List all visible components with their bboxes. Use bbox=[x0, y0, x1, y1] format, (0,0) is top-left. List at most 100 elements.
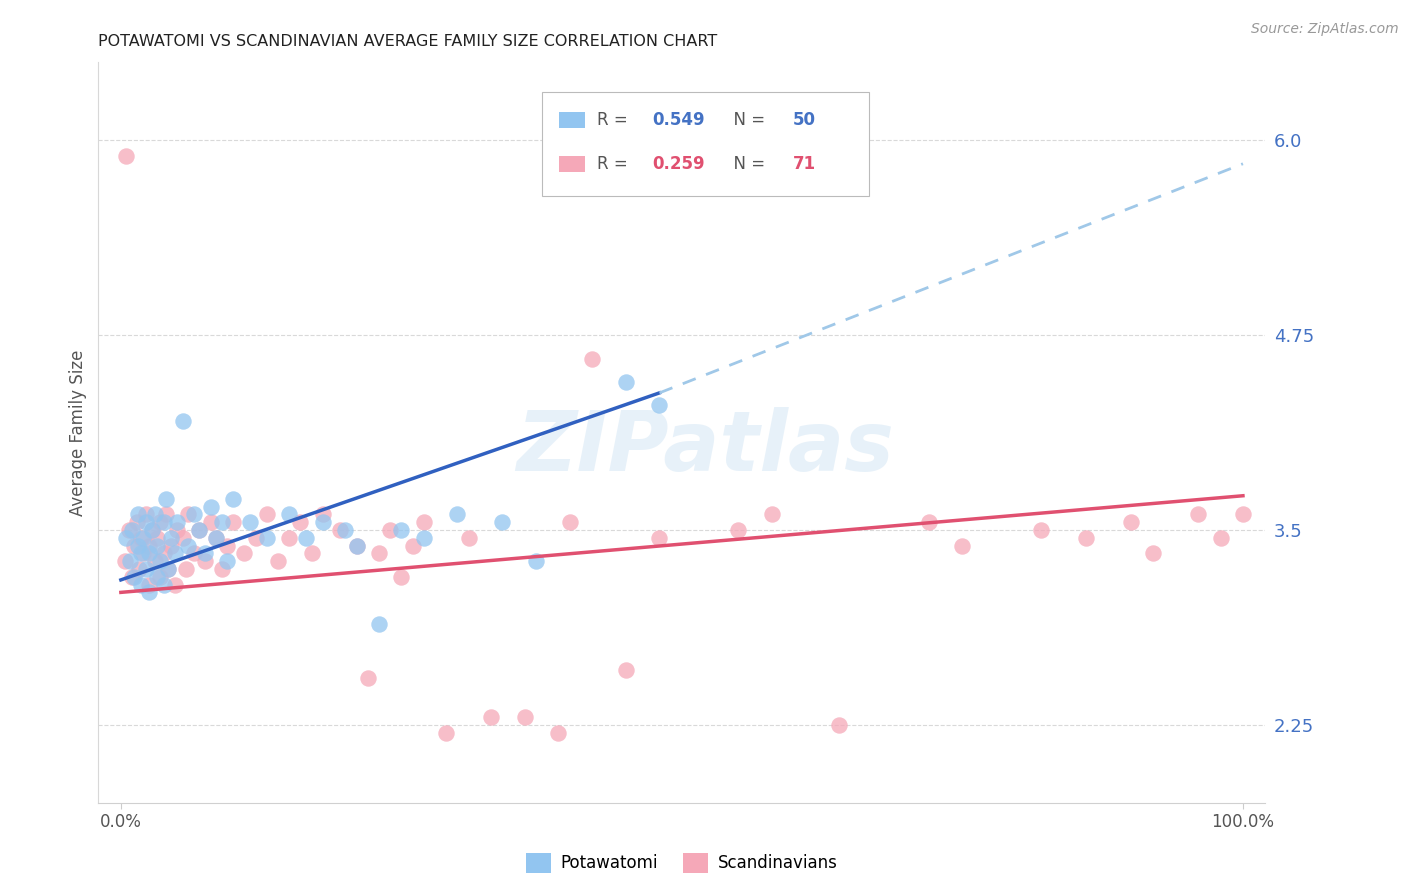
Point bbox=[156, 562, 179, 576]
Text: POTAWATOMI VS SCANDINAVIAN AVERAGE FAMILY SIZE CORRELATION CHART: POTAWATOMI VS SCANDINAVIAN AVERAGE FAMIL… bbox=[98, 34, 717, 49]
Point bbox=[828, 718, 851, 732]
Point bbox=[124, 570, 146, 584]
Point bbox=[118, 554, 141, 568]
Point bbox=[155, 491, 177, 506]
Point bbox=[357, 671, 380, 685]
Point bbox=[129, 577, 152, 591]
Point bbox=[143, 554, 166, 568]
Point bbox=[727, 523, 749, 537]
Point bbox=[1074, 531, 1097, 545]
FancyBboxPatch shape bbox=[560, 156, 585, 172]
Point bbox=[295, 531, 318, 545]
Point bbox=[163, 577, 186, 591]
Point bbox=[166, 515, 188, 529]
Point bbox=[155, 508, 177, 522]
Point bbox=[479, 710, 502, 724]
Point bbox=[146, 539, 169, 553]
Text: ZIPatlas: ZIPatlas bbox=[516, 407, 894, 488]
Point bbox=[149, 570, 172, 584]
Point bbox=[200, 500, 222, 514]
Point bbox=[183, 546, 205, 560]
Point bbox=[648, 531, 671, 545]
Point bbox=[177, 508, 200, 522]
Point bbox=[412, 531, 434, 545]
Point bbox=[163, 546, 186, 560]
Point bbox=[194, 554, 217, 568]
Point bbox=[457, 531, 479, 545]
Point bbox=[128, 562, 150, 576]
Point bbox=[245, 531, 267, 545]
Point bbox=[211, 562, 233, 576]
Point bbox=[132, 546, 155, 560]
Point bbox=[256, 508, 278, 522]
Point bbox=[138, 539, 160, 553]
Text: Source: ZipAtlas.com: Source: ZipAtlas.com bbox=[1251, 22, 1399, 37]
Point bbox=[256, 531, 278, 545]
Point bbox=[378, 523, 402, 537]
Point bbox=[205, 531, 228, 545]
Point bbox=[446, 508, 468, 522]
Point bbox=[172, 414, 194, 428]
Point bbox=[312, 508, 335, 522]
Point bbox=[233, 546, 256, 560]
Point bbox=[152, 546, 174, 560]
Point bbox=[1209, 531, 1232, 545]
Point bbox=[172, 531, 194, 545]
Point bbox=[1232, 508, 1254, 522]
Point bbox=[513, 710, 536, 724]
Point bbox=[1119, 515, 1142, 529]
Point bbox=[138, 585, 160, 599]
Point bbox=[115, 531, 138, 545]
Point bbox=[389, 523, 412, 537]
Point bbox=[114, 554, 136, 568]
Point bbox=[918, 515, 941, 529]
Point bbox=[188, 523, 211, 537]
Point bbox=[581, 351, 603, 366]
Point bbox=[132, 531, 155, 545]
Point bbox=[614, 663, 637, 677]
Point bbox=[614, 375, 637, 389]
Point bbox=[127, 508, 149, 522]
Point bbox=[118, 523, 141, 537]
Point bbox=[135, 508, 157, 522]
Point bbox=[152, 515, 174, 529]
Point bbox=[174, 562, 197, 576]
Point bbox=[125, 515, 148, 529]
Point bbox=[127, 539, 149, 553]
Point bbox=[278, 531, 301, 545]
Point bbox=[138, 546, 160, 560]
Point bbox=[524, 554, 547, 568]
Point bbox=[290, 515, 312, 529]
Point bbox=[368, 546, 391, 560]
Point bbox=[121, 570, 143, 584]
Point bbox=[217, 554, 239, 568]
Point bbox=[312, 515, 335, 529]
Point bbox=[146, 570, 169, 584]
Legend: Potawatomi, Scandinavians: Potawatomi, Scandinavians bbox=[519, 846, 845, 880]
Point bbox=[389, 570, 412, 584]
Point bbox=[121, 523, 143, 537]
Point bbox=[135, 562, 157, 576]
Point bbox=[368, 616, 391, 631]
Text: R =: R = bbox=[596, 112, 633, 129]
Point bbox=[160, 539, 183, 553]
Point bbox=[558, 515, 581, 529]
FancyBboxPatch shape bbox=[541, 92, 869, 195]
Point bbox=[177, 539, 200, 553]
Point bbox=[434, 725, 457, 739]
Point bbox=[267, 554, 290, 568]
Text: 0.549: 0.549 bbox=[652, 112, 706, 129]
Point bbox=[156, 562, 179, 576]
Point bbox=[412, 515, 434, 529]
Point bbox=[346, 539, 368, 553]
Point bbox=[194, 546, 217, 560]
Point bbox=[547, 725, 569, 739]
Point bbox=[222, 515, 245, 529]
Point bbox=[491, 515, 513, 529]
Point bbox=[278, 508, 301, 522]
Text: N =: N = bbox=[723, 155, 770, 173]
FancyBboxPatch shape bbox=[560, 112, 585, 128]
Point bbox=[141, 523, 163, 537]
Point bbox=[401, 539, 423, 553]
Point bbox=[149, 515, 172, 529]
